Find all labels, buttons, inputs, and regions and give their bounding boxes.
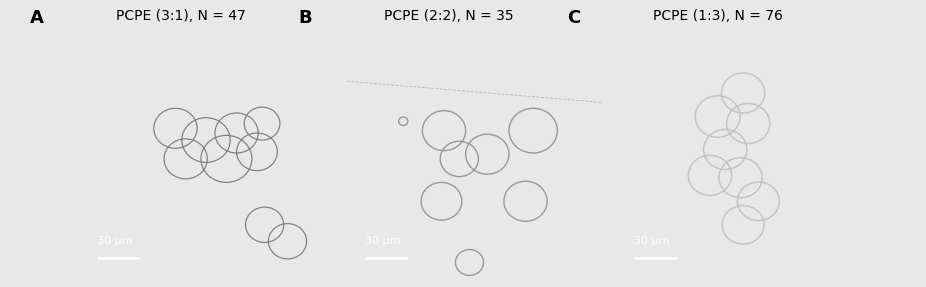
Text: A: A xyxy=(30,9,44,27)
Text: PCPE (3:1), N = 47: PCPE (3:1), N = 47 xyxy=(116,9,245,23)
Text: 30 μm: 30 μm xyxy=(96,236,132,246)
Text: PCPE (2:2), N = 35: PCPE (2:2), N = 35 xyxy=(384,9,514,23)
Text: 30 μm: 30 μm xyxy=(365,236,401,246)
Text: PCPE (1:3), N = 76: PCPE (1:3), N = 76 xyxy=(653,9,782,23)
Text: 30 μm: 30 μm xyxy=(633,236,669,246)
Text: C: C xyxy=(567,9,580,27)
Text: B: B xyxy=(298,9,312,27)
